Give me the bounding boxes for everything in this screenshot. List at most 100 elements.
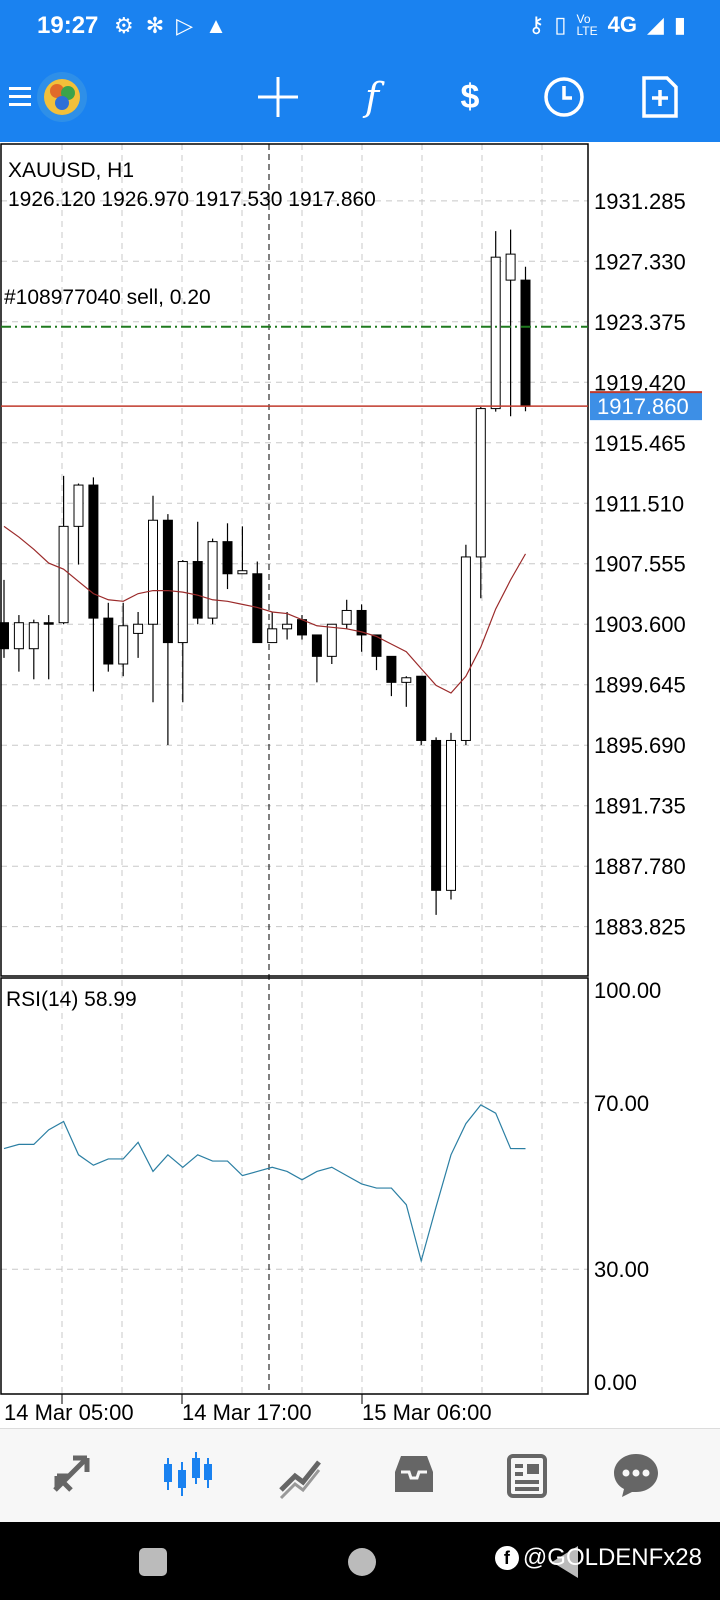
bear-candle-body — [520, 279, 531, 407]
bear-candle-body — [192, 561, 203, 619]
candle — [133, 612, 144, 658]
bull-candle-body — [133, 623, 144, 634]
candle — [13, 615, 24, 672]
bull-candle-body — [341, 609, 352, 625]
candle — [103, 602, 114, 672]
new-order-icon[interactable] — [634, 71, 686, 123]
rsi-tick-label: 100.00 — [594, 978, 661, 1003]
bear-candle-body — [386, 655, 397, 683]
price-tick-label: 1883.825 — [594, 915, 686, 940]
candle — [416, 675, 427, 746]
time-label: 14 Mar 05:00 — [4, 1400, 134, 1425]
candle — [446, 732, 456, 900]
clock: 19:27 — [37, 12, 99, 39]
price-tick-label: 1899.645 — [594, 673, 686, 698]
rsi-label: RSI(14) 58.99 — [6, 988, 137, 1011]
timeframe-icon[interactable] — [538, 71, 590, 123]
main-chart-frame — [0, 143, 589, 977]
bull-candle-body — [58, 525, 69, 624]
candle — [386, 655, 397, 697]
trade-icon[interactable]: $ — [460, 77, 480, 116]
chart-icon[interactable] — [156, 1445, 216, 1505]
bull-candle-body — [282, 623, 293, 630]
bull-candle-body — [177, 561, 188, 644]
system-navigation-bar: f @GOLDENFx28 — [0, 1522, 720, 1600]
candle — [252, 561, 263, 644]
bull-candle-body — [475, 408, 486, 558]
ohlc-label: 1926.120 1926.970 1917.530 1917.860 — [8, 188, 376, 211]
back-icon[interactable] — [552, 1546, 578, 1578]
candle — [148, 495, 158, 703]
watermark-text: @GOLDENFx28 — [522, 1544, 702, 1571]
candle — [88, 477, 99, 692]
play-icon: ▷ — [176, 13, 194, 38]
history-icon[interactable] — [384, 1445, 444, 1505]
candle — [311, 634, 322, 683]
bull-candle-body — [118, 625, 129, 665]
bear-candle-body — [162, 519, 173, 644]
candle — [505, 229, 516, 417]
quotes-icon[interactable] — [42, 1445, 102, 1505]
bear-candle-body — [297, 619, 307, 636]
gear-icon: ⚙ — [114, 13, 134, 38]
candle — [192, 521, 203, 625]
trade-nav-icon[interactable] — [270, 1445, 330, 1505]
chart-toolbar: f $ — [0, 52, 720, 142]
key-icon: ⚷ — [528, 12, 545, 37]
bear-candle-body — [222, 541, 233, 575]
candle — [267, 612, 278, 644]
candle — [162, 514, 173, 746]
moving-average-line — [3, 525, 527, 694]
candle — [326, 623, 337, 664]
candle — [282, 612, 293, 640]
price-chart[interactable]: 1931.285 1927.330 1923.375 1919.420 1915.465… — [0, 142, 720, 1428]
price-tick-label: 1911.510 — [594, 491, 684, 516]
bear-candle-body — [88, 484, 99, 619]
candle — [401, 676, 412, 707]
facebook-icon: f — [494, 1546, 519, 1570]
news-icon[interactable] — [496, 1445, 556, 1505]
symbol-label: XAUUSD, H1 — [8, 159, 134, 182]
candle — [475, 407, 486, 599]
settings-icon: ✻ — [145, 13, 165, 38]
watermark: f @GOLDENFx28 — [494, 1544, 702, 1572]
crosshair-icon[interactable] — [252, 71, 304, 123]
candle — [460, 544, 471, 746]
bear-candle-body — [0, 622, 9, 650]
price-tick-label: 1915.465 — [594, 431, 686, 456]
price-tick-label: 1887.780 — [594, 854, 686, 879]
bear-candle-body — [356, 609, 367, 636]
bull-candle-body — [326, 623, 337, 657]
order-label[interactable]: #108977040 sell, 0.20 — [4, 286, 211, 309]
bottom-navigation — [0, 1428, 720, 1522]
candle — [237, 526, 248, 575]
bear-candle-body — [43, 622, 54, 625]
menu-icon[interactable] — [0, 71, 46, 123]
price-tick-label: 1903.600 — [594, 612, 686, 637]
candle — [341, 599, 352, 629]
bear-candle-body — [371, 634, 382, 657]
candle — [58, 475, 69, 625]
rsi-line — [3, 1104, 526, 1264]
home-icon[interactable] — [348, 1548, 376, 1576]
bull-candle-body — [207, 541, 218, 619]
indicators-icon[interactable]: f — [364, 75, 380, 119]
signal-icon: ◢ — [646, 12, 664, 37]
price-tick-label: 1927.330 — [594, 249, 686, 274]
recents-icon[interactable] — [139, 1548, 167, 1576]
price-tick-label: 1907.555 — [594, 552, 686, 577]
price-tick-label: 1923.375 — [594, 310, 686, 335]
bear-candle-body — [431, 739, 442, 891]
bull-candle-body — [13, 622, 24, 650]
price-tick-label: 1931.285 — [594, 189, 686, 214]
bear-candle-body — [416, 675, 427, 741]
bull-candle-body — [148, 519, 158, 625]
price-tick-label: 1895.690 — [594, 733, 686, 758]
vibrate-icon: ▯ — [554, 12, 567, 37]
battery-icon: ▮ — [673, 12, 686, 37]
time-label: 14 Mar 17:00 — [182, 1400, 312, 1425]
chat-icon[interactable] — [606, 1445, 666, 1505]
candle — [207, 538, 218, 625]
bull-candle-body — [401, 677, 412, 683]
app-logo-icon[interactable] — [36, 71, 88, 123]
